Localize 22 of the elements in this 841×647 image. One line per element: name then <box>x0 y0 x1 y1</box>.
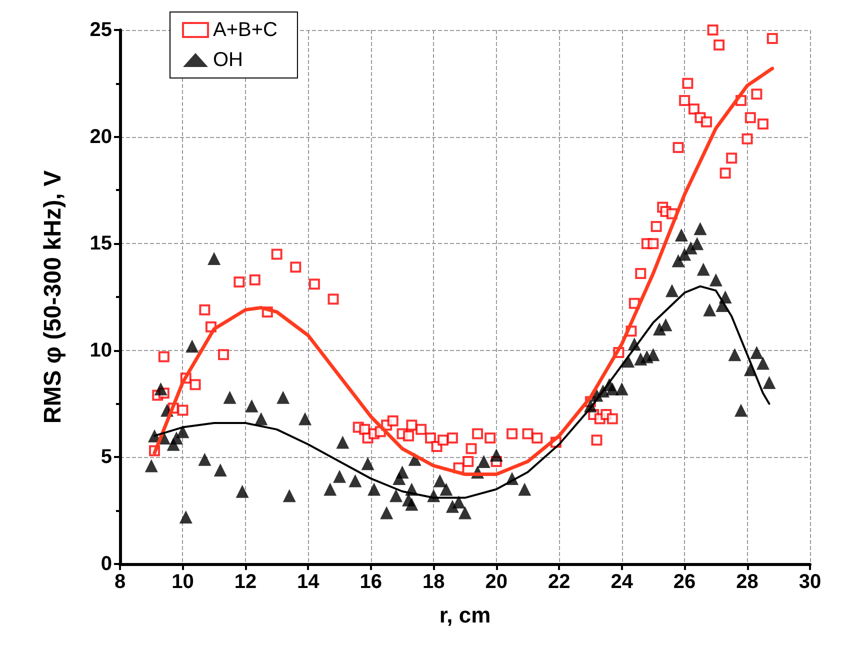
y-axis-title: RMS φ (50-300 kHz), V <box>40 170 66 424</box>
y-tick-label: 25 <box>90 19 112 41</box>
y-tick-label: 5 <box>100 446 112 468</box>
x-tick-label: 16 <box>360 571 382 593</box>
y-tick-label: 20 <box>90 126 112 148</box>
x-tick-label: 30 <box>798 571 822 593</box>
x-tick-label: 22 <box>548 571 570 593</box>
legend-label: A+B+C <box>213 19 278 41</box>
y-tick-label: 0 <box>100 553 112 575</box>
x-tick-label: 8 <box>114 571 126 593</box>
x-tick-label: 20 <box>485 571 508 593</box>
x-tick-label: 24 <box>610 571 634 593</box>
x-tick-label: 10 <box>172 571 194 593</box>
x-tick-label: 26 <box>673 571 696 593</box>
x-tick-label: 12 <box>234 571 257 593</box>
y-tick-label: 10 <box>90 339 112 362</box>
x-tick-label: 18 <box>422 571 445 593</box>
y-tick-label: 15 <box>90 232 112 255</box>
x-tick-label: 14 <box>297 571 320 593</box>
x-axis-title: r, cm <box>439 602 491 628</box>
x-tick-label: 28 <box>736 571 758 593</box>
legend-label: OH <box>213 49 243 71</box>
